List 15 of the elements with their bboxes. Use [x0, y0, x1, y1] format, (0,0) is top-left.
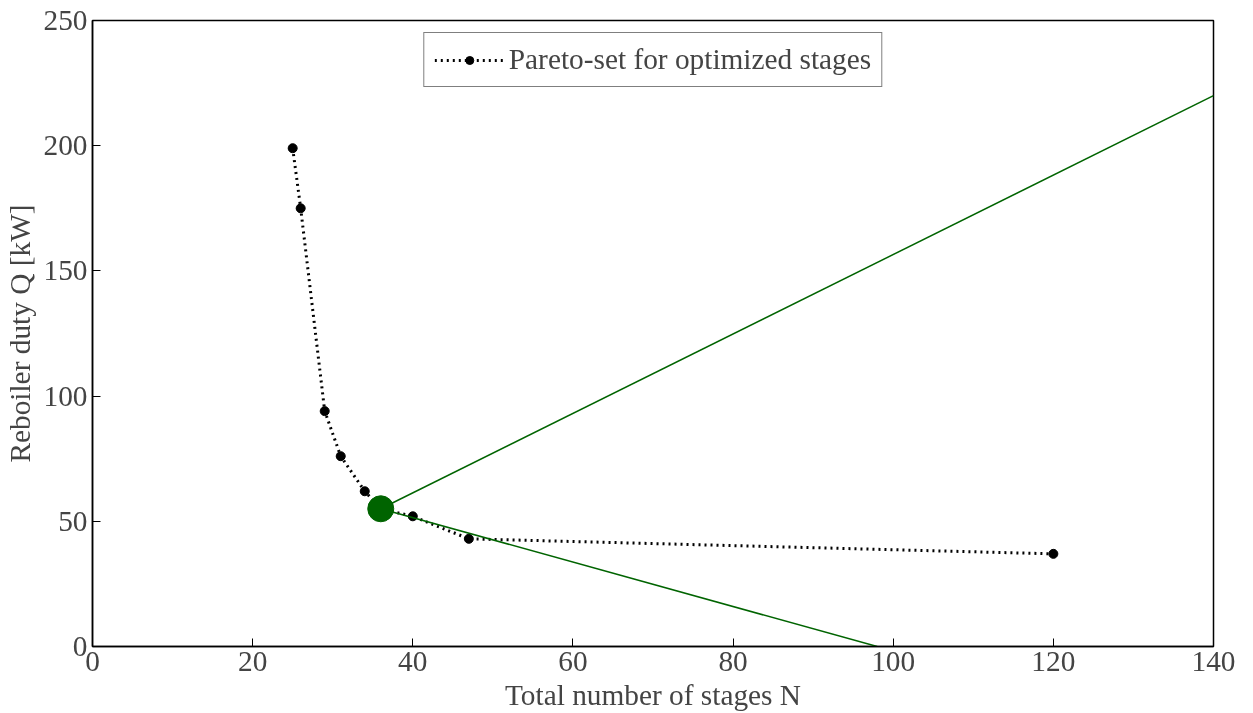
x-tick-label: 60	[558, 644, 588, 677]
y-tick-label: 50	[58, 504, 88, 537]
legend-label: Pareto-set for optimized stages	[508, 43, 872, 76]
x-tick-label: 80	[718, 644, 748, 677]
x-tick-label: 120	[1031, 644, 1076, 677]
x-tick-label: 40	[398, 644, 428, 677]
y-axis-title: Reboiler duty Q [kW]	[3, 204, 36, 463]
x-tick-label: 100	[871, 644, 916, 677]
x-axis-title: Total number of stages N	[504, 678, 802, 711]
x-tick-label: 20	[237, 644, 268, 677]
x-tick-label: 140	[1191, 644, 1236, 677]
y-tick-label: 200	[43, 129, 88, 162]
y-tick-label: 100	[43, 379, 88, 412]
y-tick-label: 250	[43, 4, 88, 36]
y-tick-label: 150	[43, 254, 88, 287]
